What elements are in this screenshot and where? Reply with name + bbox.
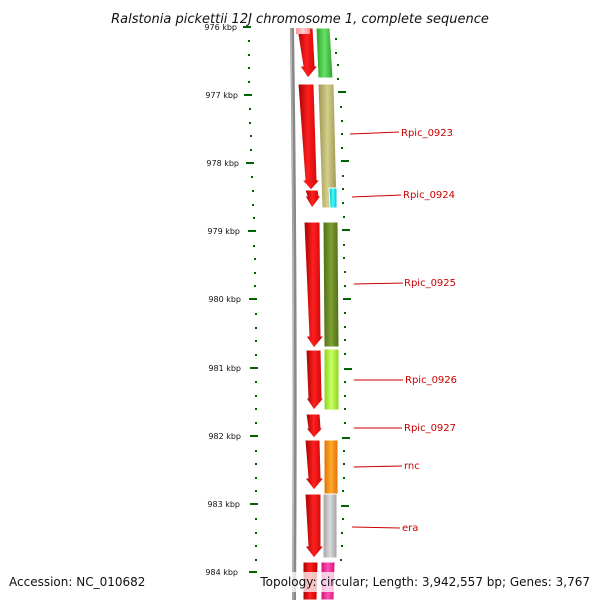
tick-label: 984 kbp xyxy=(205,568,238,577)
leader-line xyxy=(349,131,400,135)
cog-bar xyxy=(322,493,338,559)
leader-line xyxy=(351,194,402,198)
gene-label[interactable]: Rpic_0923 xyxy=(401,128,453,139)
cog-bar xyxy=(322,221,340,348)
leader-line xyxy=(353,282,404,285)
cds-arrow xyxy=(303,221,326,349)
tick-mark xyxy=(244,94,252,96)
cds-arrow xyxy=(304,189,322,209)
cds-arrow xyxy=(305,349,326,411)
cog-bar xyxy=(323,439,339,495)
tick-label: 976 kbp xyxy=(204,23,237,32)
leader-line xyxy=(351,526,401,529)
cog-bar xyxy=(323,348,340,411)
footer-backdrop-left xyxy=(6,572,146,592)
cds-arrow xyxy=(304,413,325,439)
footer-backdrop-right xyxy=(258,572,594,592)
leader-line xyxy=(353,465,403,468)
accession-text: Accession: NC_010682 xyxy=(9,575,145,589)
chromosome-backbone-highlight xyxy=(290,27,295,600)
cds-track-red xyxy=(296,27,326,600)
gene-label-leaders xyxy=(349,131,404,529)
tick-label: 978 kbp xyxy=(206,159,239,168)
cog-bar xyxy=(328,187,338,209)
tick-mark xyxy=(250,435,258,437)
gene-labels: Rpic_0923 Rpic_0924 Rpic_0925 Rpic_0926 … xyxy=(401,128,457,534)
topology-text: Topology: circular; Length: 3,942,557 bp… xyxy=(259,575,590,589)
cds-segment-faded xyxy=(296,28,310,34)
tick-label: 979 kbp xyxy=(207,227,240,236)
tick-label: 977 kbp xyxy=(205,91,238,100)
tick-mark xyxy=(250,503,258,505)
tick-label: 982 kbp xyxy=(208,432,241,441)
gene-label[interactable]: Rpic_0927 xyxy=(404,423,456,434)
cds-arrow xyxy=(296,27,320,79)
cog-track xyxy=(315,27,340,600)
dotted-ruler-left xyxy=(248,40,257,561)
tick-mark xyxy=(246,162,254,164)
cds-arrow xyxy=(304,493,326,559)
tick-label: 983 kbp xyxy=(207,500,240,509)
cds-arrow xyxy=(304,439,326,491)
map-title: Ralstonia pickettii 12J chromosome 1, co… xyxy=(111,12,489,27)
gene-label[interactable]: Rpic_0926 xyxy=(405,375,457,386)
gene-label[interactable]: era xyxy=(402,523,418,534)
tick-mark xyxy=(250,367,258,369)
gene-label[interactable]: rnc xyxy=(404,461,420,472)
gene-label[interactable]: Rpic_0925 xyxy=(404,278,456,289)
scale-ticks: 976 kbp 977 kbp 978 kbp 979 kbp 980 kbp … xyxy=(204,23,258,577)
dotted-ruler-right xyxy=(335,38,352,561)
cog-bar xyxy=(315,27,334,79)
gene-label[interactable]: Rpic_0924 xyxy=(403,190,455,201)
tick-mark xyxy=(248,230,256,232)
tick-mark xyxy=(249,298,257,300)
tick-label: 980 kbp xyxy=(208,295,241,304)
tick-label: 981 kbp xyxy=(208,364,241,373)
tick-mark xyxy=(243,26,251,28)
chromosome-backbone xyxy=(290,27,297,600)
tick-mark xyxy=(249,571,257,573)
cds-arrow xyxy=(297,83,322,191)
